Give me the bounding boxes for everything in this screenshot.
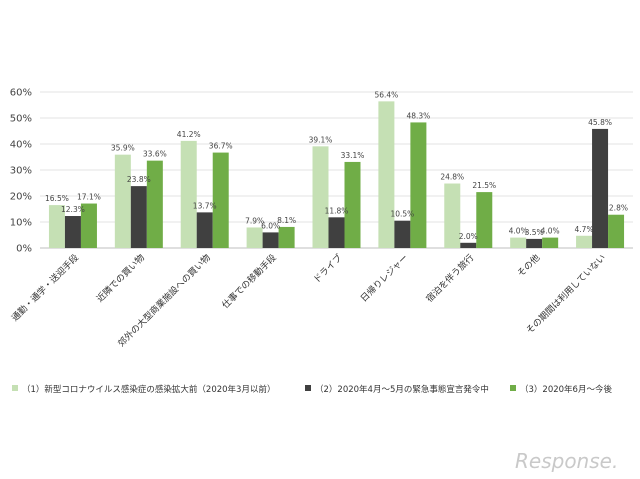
data-label: 36.7%: [209, 142, 233, 151]
data-label: 8.1%: [277, 216, 296, 225]
data-label: 39.1%: [309, 135, 333, 144]
bar: [608, 214, 625, 248]
bar: [592, 128, 609, 248]
bar: [476, 192, 493, 248]
y-tick-label: 40%: [10, 140, 32, 151]
y-tick-label: 30%: [10, 166, 32, 177]
data-label: 16.5%: [45, 194, 69, 203]
category-label: 近隣での買い物: [94, 252, 147, 305]
bar: [526, 238, 543, 248]
data-label: 35.9%: [111, 144, 135, 153]
data-label: 17.1%: [77, 193, 101, 202]
bar: [262, 232, 279, 248]
y-tick-label: 60%: [10, 88, 32, 99]
y-tick-label: 10%: [10, 218, 32, 229]
bar: [576, 235, 593, 248]
category-label: 通勤・通学・送迎手段: [9, 252, 81, 324]
category-label: 宿泊を伴う旅行: [423, 252, 476, 305]
data-label: 12.8%: [604, 204, 628, 213]
category-label: その他: [515, 252, 543, 280]
bar: [246, 227, 263, 248]
data-label: 11.8%: [325, 206, 349, 215]
bar: [460, 242, 477, 248]
data-label: 12.3%: [61, 205, 85, 214]
legend-label: （2）2020年4月～5月の緊急事態宣言発令中: [315, 384, 489, 395]
bar: [394, 220, 411, 248]
bar: [444, 183, 461, 248]
data-label: 24.8%: [440, 173, 464, 182]
legend-swatch: [12, 385, 18, 391]
category-label: ドライブ: [311, 252, 345, 286]
legend-swatch: [305, 385, 311, 391]
data-label: 48.3%: [406, 111, 430, 120]
data-label: 10.5%: [390, 210, 414, 219]
category-label: 日帰りレジャー: [358, 252, 411, 305]
bar: [64, 216, 81, 248]
response-logo: Response.: [515, 449, 618, 473]
bar: [312, 146, 329, 248]
bar: [378, 101, 395, 248]
bars: [48, 101, 625, 248]
data-label: 21.5%: [472, 181, 496, 190]
bar: [180, 140, 197, 248]
bar: [146, 160, 163, 248]
data-label: 33.1%: [341, 151, 365, 160]
data-label: 41.2%: [177, 130, 201, 139]
bar: [212, 152, 229, 248]
bar: [114, 154, 131, 248]
y-axis-ticks: 0% 10% 20% 30% 40% 50% 60%: [10, 88, 32, 255]
data-label: 13.7%: [193, 201, 217, 210]
data-label: 6.0%: [261, 221, 280, 230]
bar: [328, 217, 345, 248]
legend: （1）新型コロナウイルス感染症の感染拡大前（2020年3月以前） （2）2020年…: [12, 384, 612, 395]
bar: [130, 186, 147, 248]
y-tick-label: 50%: [10, 114, 32, 125]
data-labels: 16.5% 35.9% 41.2% 7.9% 39.1% 56.4% 24.8% 4.0% 4.…: [45, 90, 628, 240]
legend-label: （1）新型コロナウイルス感染症の感染拡大前（2020年3月以前）: [22, 384, 275, 395]
legend-swatch: [510, 385, 516, 391]
bar: [278, 226, 295, 248]
data-label: 4.0%: [541, 227, 560, 236]
data-label: 3.5%: [525, 228, 544, 237]
data-label: 23.8%: [127, 175, 151, 184]
y-tick-label: 20%: [10, 192, 32, 203]
data-label: 45.8%: [588, 118, 612, 127]
category-labels: 通勤・通学・送迎手段 近隣での買い物郊外の大型商業施設への買い物 仕事での移動手段ド…: [9, 252, 608, 350]
bar: [80, 203, 97, 248]
bar: [48, 205, 65, 248]
bar: [410, 122, 427, 248]
bar: [510, 237, 527, 248]
data-label: 56.4%: [374, 90, 398, 99]
category-label: 仕事での移動手段: [219, 252, 278, 311]
data-label: 33.6%: [143, 150, 167, 159]
bar: [344, 161, 361, 248]
y-tick-label: 0%: [16, 244, 32, 255]
data-label: 7.9%: [245, 216, 264, 225]
bar: [196, 212, 213, 248]
legend-label: （3）2020年6月～今後: [520, 384, 612, 395]
data-label: 4.7%: [575, 225, 594, 234]
data-label: 4.0%: [509, 227, 528, 236]
bar: [542, 237, 559, 248]
data-label: 2.0%: [459, 232, 478, 241]
